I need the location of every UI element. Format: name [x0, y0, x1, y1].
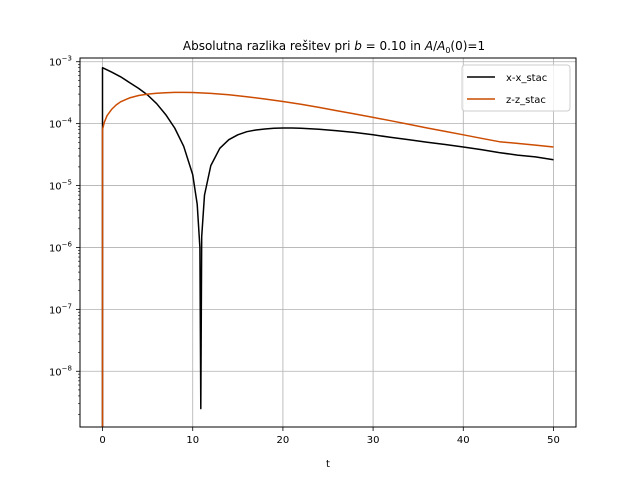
- x-tick-label: 10: [186, 435, 199, 446]
- x-tick-label: 40: [457, 435, 470, 446]
- chart-title: Absolutna razlika rešitev pri b = 0.10 i…: [183, 39, 485, 55]
- y-tick-label: 10−5: [49, 179, 72, 193]
- y-tick-label: 10−4: [49, 117, 73, 131]
- legend-entries: x-x_stac z-z_stac: [467, 73, 547, 106]
- series-line-x-x_stac: [101, 66, 554, 427]
- series-layer: [101, 66, 554, 427]
- x-axis: 0 10 20 30 40 50: [99, 427, 560, 446]
- y-tick-label: 10−7: [49, 302, 72, 316]
- x-tick-label: 0: [99, 435, 105, 446]
- legend-label: z-z_stac: [506, 95, 546, 106]
- grid-lines: [80, 58, 576, 427]
- x-axis-label: t: [326, 459, 330, 470]
- y-tick-label: 10−8: [49, 364, 72, 378]
- legend-label: x-x_stac: [506, 73, 547, 84]
- y-tick-label: 10−3: [49, 55, 72, 69]
- y-tick-label: 10−6: [49, 240, 73, 254]
- series-line-z-z_stac: [101, 91, 554, 427]
- x-tick-label: 20: [277, 435, 290, 446]
- legend: x-x_stac z-z_stac: [461, 64, 571, 112]
- x-tick-label: 50: [547, 435, 560, 446]
- plot-frame: [79, 57, 577, 428]
- y-axis: 10−8 10−7 10−6 10−5 10−4 10−3: [49, 55, 80, 415]
- x-tick-label: 30: [367, 435, 380, 446]
